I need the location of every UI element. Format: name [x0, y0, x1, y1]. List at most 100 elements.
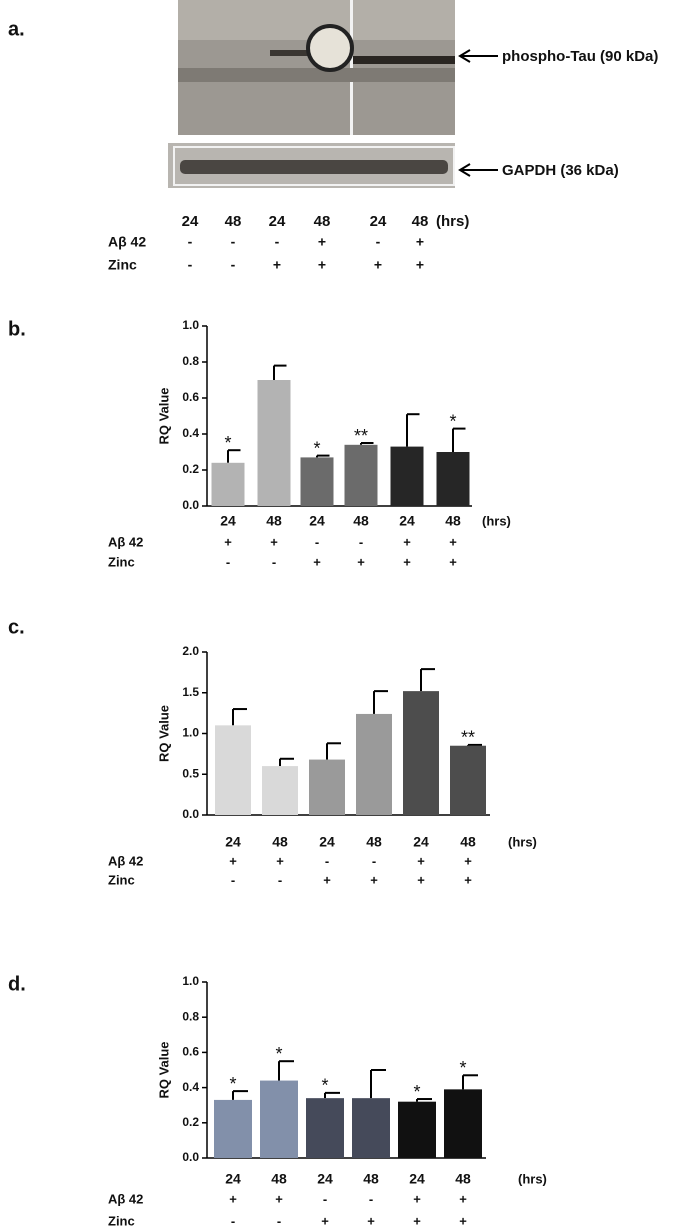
significance: * [413, 1082, 420, 1102]
lane-label: 24 [269, 213, 286, 230]
arrow-head [458, 49, 471, 63]
y-tick-label: 1.0 [182, 974, 199, 988]
blot-band [353, 56, 455, 64]
treatment-sign: - [325, 853, 329, 868]
x-tick-label: 24 [220, 513, 236, 529]
x-tick-label: 48 [460, 834, 476, 850]
blot-artifact [306, 24, 354, 72]
significance: * [459, 1058, 466, 1078]
treatment-sign: + [313, 554, 321, 569]
treatment-sign: + [464, 853, 472, 868]
significance: * [275, 1044, 282, 1064]
treatment-sign: - [372, 853, 376, 868]
y-tick-label: 0.8 [182, 354, 199, 368]
bar [352, 1098, 390, 1158]
x-tick-label: 24 [413, 834, 429, 850]
blot-bg-band [178, 68, 455, 82]
treatment-sign: + [403, 554, 411, 569]
y-tick-label: 1.0 [182, 726, 199, 740]
bar [309, 759, 345, 815]
band-label: phospho-Tau (90 kDa) [502, 48, 658, 65]
x-tick-label: 24 [319, 834, 335, 850]
treatment-sign: - [323, 1191, 327, 1206]
y-tick-label: 0.8 [182, 1009, 199, 1023]
treatment-sign: - [272, 554, 276, 569]
x-tick-label: 48 [271, 1171, 287, 1187]
treatment-sign: + [229, 853, 237, 868]
y-tick-label: 2.0 [182, 644, 199, 658]
treatment-sign: + [374, 257, 382, 273]
y-tick-label: 0.2 [182, 462, 199, 476]
bar [398, 1101, 436, 1158]
treatment-sign: + [417, 853, 425, 868]
treatment-sign: + [367, 1213, 375, 1228]
significance: ** [461, 728, 475, 748]
chart-panel: d. RQ Value 0.0 0.2 0.4 0.6 0.8 1.0 * 24 * 48 * 24 48 *… [8, 973, 547, 1228]
gapdh-frame [173, 146, 455, 186]
treatment-sign: - [275, 234, 280, 250]
bar [262, 766, 298, 815]
treatment-sign: - [226, 554, 230, 569]
bar [444, 1089, 482, 1158]
bar [211, 462, 245, 506]
y-tick-label: 0.5 [182, 766, 199, 780]
treatment-sign: + [323, 872, 331, 887]
x-tick-label: 24 [225, 834, 241, 850]
treatment-sign: + [459, 1213, 467, 1228]
treatment-sign: - [278, 872, 282, 887]
treatment-sign: + [449, 554, 457, 569]
x-tick-label: 24 [317, 1171, 333, 1187]
bar [300, 457, 334, 506]
treatment-sign: - [315, 534, 319, 549]
panel-label: c. [8, 616, 25, 638]
bar [356, 713, 392, 815]
x-tick-label: 24 [225, 1171, 241, 1187]
y-tick-label: 1.5 [182, 685, 199, 699]
bar [257, 380, 291, 506]
treatment-name: Zinc [108, 872, 135, 887]
treatment-sign: - [359, 534, 363, 549]
unit-label: (hrs) [518, 1171, 547, 1186]
treatment-name: Aβ 42 [108, 1191, 143, 1206]
bar [450, 745, 486, 815]
significance: * [321, 1076, 328, 1096]
gapdh-band [180, 160, 448, 174]
x-tick-label: 48 [272, 834, 288, 850]
bar [390, 446, 424, 506]
treatment-sign: + [275, 1191, 283, 1206]
y-axis-label: RQ Value [156, 387, 171, 444]
y-tick-label: 0.0 [182, 1150, 199, 1164]
bar [436, 452, 470, 506]
y-tick-label: 0.6 [182, 390, 199, 404]
significance: * [224, 433, 231, 453]
y-tick-label: 0.6 [182, 1045, 199, 1059]
blot-panel: a. phospho-Tau (90 kDa) GAPDH (36 kDa) [8, 0, 658, 188]
panel-label: a. [8, 18, 25, 40]
arrow-head [458, 163, 471, 177]
lane-label: 24 [182, 213, 199, 230]
treatment-sign: + [416, 257, 424, 273]
chart-panel: c. RQ Value 0.0 0.5 1.0 1.5 2.0 24 48 24 48 24 ** 48 (… [8, 616, 537, 887]
treatment-name: Aβ 42 [108, 853, 143, 868]
lane-label: 48 [412, 213, 429, 230]
treatment-sign: + [318, 257, 326, 273]
treatment-sign: + [403, 534, 411, 549]
treatment-name: Zinc [108, 257, 137, 273]
x-tick-label: 48 [445, 513, 461, 529]
treatment-sign: + [273, 257, 281, 273]
x-tick-label: 48 [455, 1171, 471, 1187]
y-tick-label: 0.0 [182, 498, 199, 512]
treatment-name: Aβ 42 [108, 534, 143, 549]
lane-label: 48 [225, 213, 242, 230]
treatment-sign: - [231, 234, 236, 250]
treatment-sign: + [464, 872, 472, 887]
y-tick-label: 0.4 [182, 426, 199, 440]
x-tick-label: 24 [309, 513, 325, 529]
bar [260, 1080, 298, 1158]
y-axis-label: RQ Value [156, 705, 171, 762]
treatment-sign: - [369, 1191, 373, 1206]
x-tick-label: 24 [399, 513, 415, 529]
y-axis-label: RQ Value [156, 1041, 171, 1098]
treatment-sign: - [376, 234, 381, 250]
y-tick-label: 0.2 [182, 1115, 199, 1129]
